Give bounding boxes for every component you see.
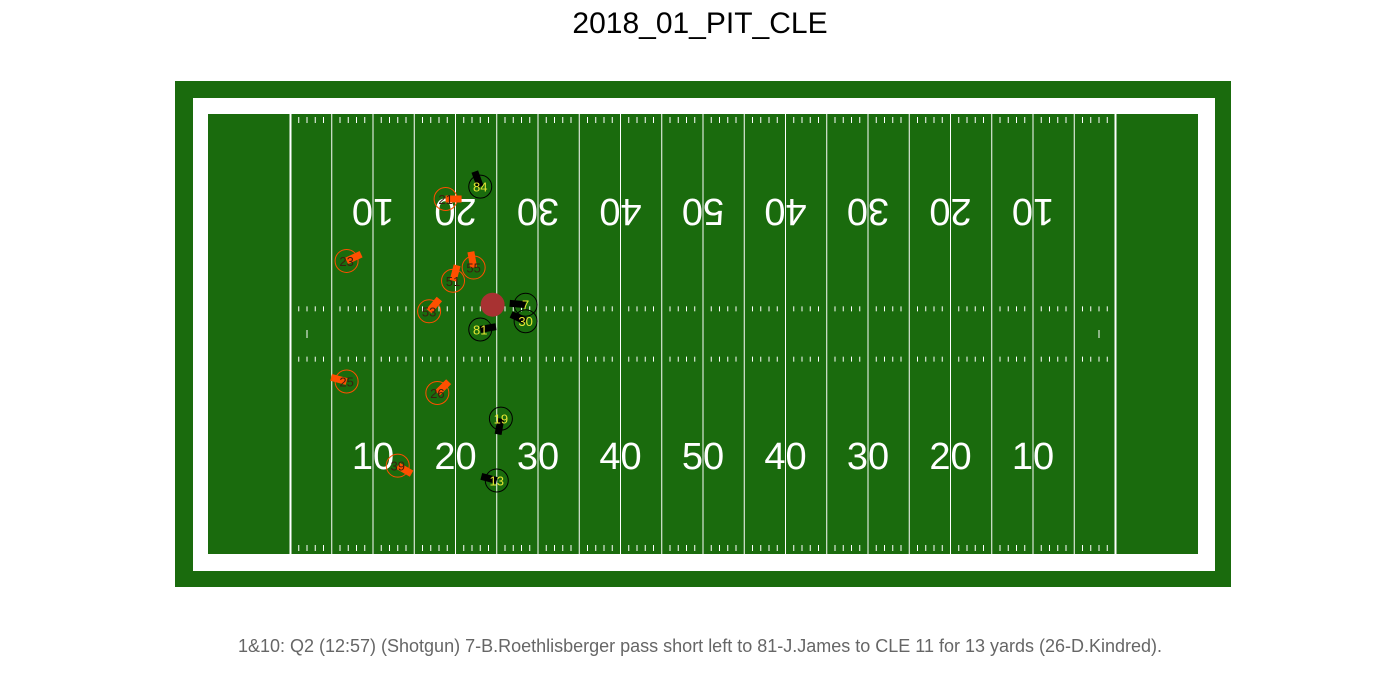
offense-player-ring [513,292,538,317]
defense-player-ring [461,255,486,280]
yard-number-bottom: 10 [1012,436,1054,478]
offense-player-direction [494,418,505,435]
defense-player-number: 53 [422,304,436,319]
yard-number-top: 40 [764,190,806,232]
offense-player-direction [479,323,497,333]
yard-number-bottom: 40 [599,436,641,478]
offense-player-direction [480,473,498,484]
defense-player-direction [434,379,452,396]
yard-number-bottom: 40 [764,436,806,478]
offense-player-number: 30 [518,314,532,329]
defense-player: 25 [330,369,359,394]
offense-player: 7 [509,292,538,317]
yard-number-bottom: 20 [434,436,476,478]
football-marker [480,292,505,317]
defense-player: 51 [441,264,466,293]
page-title: 2018_01_PIT_CLE [572,7,828,40]
players: 21 23 55 51 53 25 26 39 84 730 81 19 13 [330,170,538,493]
offense-player-ring [488,406,513,431]
play-description: 1&10: Q2 (12:57) (Shotgun) 7-B.Roethlisb… [237,636,1163,656]
defense-player-number: 39 [391,459,405,474]
offense-player-number: 19 [494,412,508,427]
defense-player-ring [334,248,359,273]
defense-player-ring [334,369,359,394]
offense-player-number: 13 [490,474,504,489]
defense-player-ring [441,268,466,293]
yard-number-top: 30 [517,190,559,232]
yard-numbers-bottom: 10 20 30 40 50 40 30 20 10 [352,436,1054,478]
defense-player-number: 26 [430,386,444,401]
defense-player-direction [426,296,443,314]
defense-player-direction [330,373,348,385]
offense-player: 19 [488,406,513,435]
offense-player-ring [513,309,538,334]
defense-player-ring [433,187,458,212]
defense-player-number: 23 [339,254,353,269]
offense-player-ring [468,317,493,342]
offense-player: 84 [468,170,493,199]
yard-lines [289,114,1117,554]
defense-player: 26 [425,379,452,406]
defense-player-ring [385,453,410,478]
yard-number-bottom: 20 [929,436,971,478]
offense-player-ring [484,468,509,493]
defense-player: 53 [417,296,443,324]
offense-player-direction [471,170,484,188]
yard-number-top: 50 [682,190,724,232]
defense-player-number: 55 [466,261,480,276]
offense-player-number: 81 [473,322,487,337]
offense-player-number: 7 [522,298,529,313]
yard-number-bottom: 30 [847,436,889,478]
offense-player-ring [468,174,493,199]
yard-number-top: 10 [1012,190,1054,232]
defense-player-ring [425,381,450,406]
yard-number-top: 40 [599,190,641,232]
offense-player: 13 [480,468,509,493]
yard-numbers-top: 10 20 30 40 50 40 30 20 10 [352,190,1054,232]
defense-player: 23 [334,248,363,273]
defense-player-direction [396,462,414,477]
offense-player: 81 [468,317,497,342]
defense-player-direction [467,251,478,269]
defense-player-number: 25 [339,374,353,389]
defense-player-ring [417,299,442,324]
defense-player: 39 [385,453,414,478]
defense-player-direction [345,251,363,265]
defense-player-number: 21 [438,192,452,207]
yard-number-top: 10 [352,190,394,232]
yard-number-bottom: 30 [517,436,559,478]
yard-number-top: 30 [847,190,889,232]
offense-player-number: 84 [473,180,487,195]
yard-number-top: 20 [929,190,971,232]
offense-player-direction [509,311,528,325]
offense-player-direction [509,299,526,309]
defense-player-direction [449,264,461,282]
defense-player: 21 [433,187,462,212]
offense-player: 30 [509,309,538,334]
defense-player: 55 [461,251,486,280]
yard-number-bottom: 50 [682,436,724,478]
defense-player-number: 51 [446,274,460,289]
